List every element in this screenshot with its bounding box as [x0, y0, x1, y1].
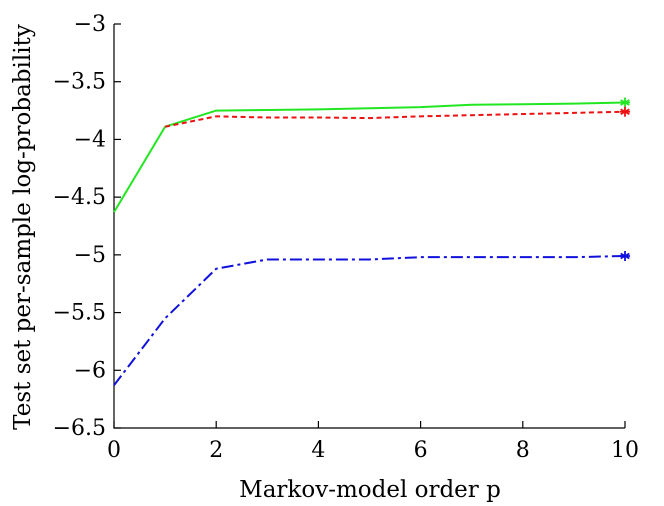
- x-tick-label: 0: [107, 438, 121, 463]
- y-tick-label: −5.5: [53, 301, 106, 326]
- x-axis-label: Markov-model order p: [239, 477, 501, 503]
- x-tick-label: 4: [311, 438, 325, 463]
- blue-endpoint-marker: [620, 251, 630, 262]
- y-tick-label: −3: [74, 12, 106, 37]
- x-tick-label: 8: [516, 438, 530, 463]
- y-tick-label: −4.5: [53, 185, 106, 210]
- y-axis-label: Test set per-sample log-probability: [10, 24, 36, 430]
- green-endpoint-marker: [620, 97, 630, 108]
- axes: −3 −3.5 −4 −4.5 −5 −5.5 −6 −6.50 2 4 6 8 10: [53, 12, 639, 463]
- red-series-line: [164, 110, 626, 128]
- y-tick-label: −6.5: [53, 416, 106, 441]
- x-tick-label: 6: [414, 438, 428, 463]
- plot-area: [113, 97, 630, 386]
- blue-series-line: [113, 255, 626, 386]
- y-tick-label: −6: [74, 358, 106, 383]
- y-tick-label: −5: [74, 243, 106, 268]
- red-endpoint-marker: [620, 106, 630, 117]
- x-tick-label: 2: [209, 438, 223, 463]
- y-tick-label: −4: [74, 127, 106, 152]
- green-series-line: [113, 101, 626, 213]
- x-tick-label: 10: [611, 438, 639, 463]
- y-tick-label: −3.5: [53, 70, 106, 95]
- axis-spines: [113, 24, 625, 429]
